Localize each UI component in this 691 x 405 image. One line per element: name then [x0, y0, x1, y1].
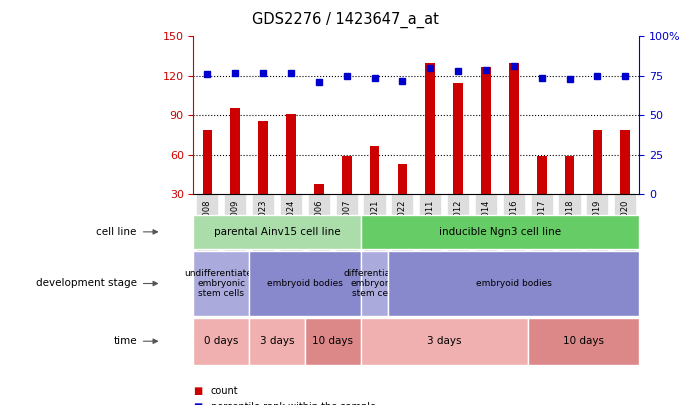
Bar	[342, 156, 352, 194]
Text: 10 days: 10 days	[563, 336, 604, 346]
Text: GDS2276 / 1423647_a_at: GDS2276 / 1423647_a_at	[252, 12, 439, 28]
Text: cell line: cell line	[97, 227, 137, 237]
Bar	[537, 156, 547, 194]
Bar	[397, 164, 407, 194]
Bar	[258, 121, 268, 194]
Text: time: time	[113, 336, 137, 346]
Text: percentile rank within the sample: percentile rank within the sample	[211, 402, 376, 405]
Text: embryoid bodies: embryoid bodies	[476, 279, 551, 288]
Text: count: count	[211, 386, 238, 396]
Text: embryoid bodies: embryoid bodies	[267, 279, 343, 288]
Bar	[314, 184, 323, 194]
Text: 3 days: 3 days	[427, 336, 462, 346]
Bar	[592, 130, 603, 194]
Text: ■: ■	[193, 386, 202, 396]
Bar	[202, 130, 212, 194]
Text: parental Ainv15 cell line: parental Ainv15 cell line	[214, 227, 341, 237]
Bar	[481, 67, 491, 194]
Text: 3 days: 3 days	[260, 336, 294, 346]
Text: differentiated
embryonic
stem cells: differentiated embryonic stem cells	[343, 269, 406, 298]
Bar	[621, 130, 630, 194]
Bar	[230, 108, 240, 194]
Text: 10 days: 10 days	[312, 336, 353, 346]
Bar	[453, 83, 463, 194]
Text: development stage: development stage	[36, 279, 137, 288]
Text: undifferentiated
embryonic
stem cells: undifferentiated embryonic stem cells	[184, 269, 258, 298]
Text: ■: ■	[193, 402, 202, 405]
Text: inducible Ngn3 cell line: inducible Ngn3 cell line	[439, 227, 561, 237]
Bar	[565, 156, 574, 194]
Bar	[370, 146, 379, 194]
Bar	[426, 63, 435, 194]
Text: 0 days: 0 days	[204, 336, 238, 346]
Bar	[509, 63, 519, 194]
Bar	[286, 114, 296, 194]
